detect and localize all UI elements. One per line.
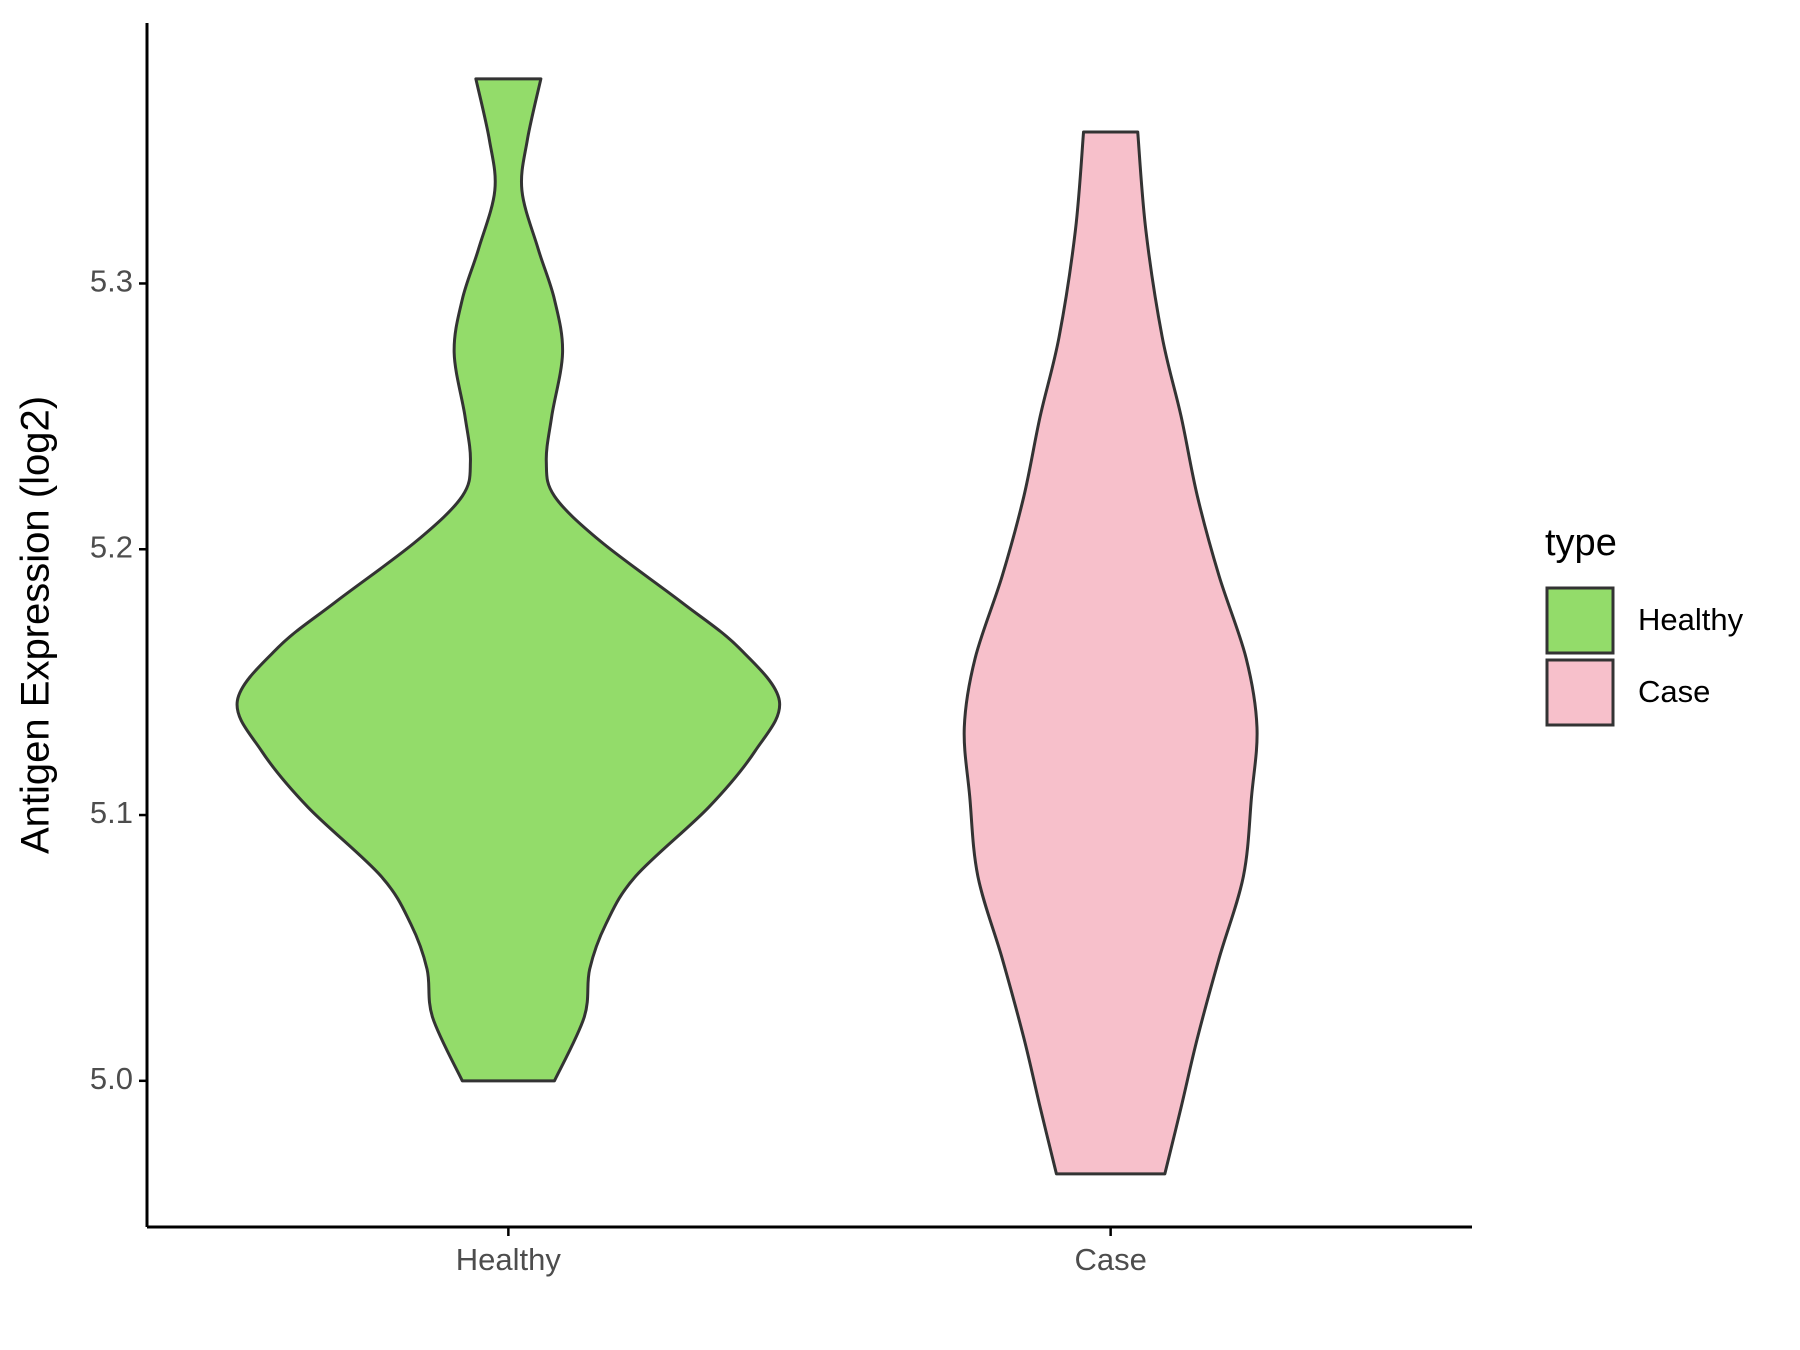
legend-label: Case [1638,674,1710,709]
x-tick-label: Healthy [456,1242,562,1277]
violin [235,77,782,1083]
y-axis-label: Antigen Expression (log2) [14,396,58,854]
x-tick-label: Case [1074,1242,1146,1277]
legend-label: Healthy [1638,602,1744,637]
y-tick-label: 5.0 [90,1061,133,1096]
legend-key [1545,658,1615,727]
y-tick-label: 5.3 [90,264,133,299]
y-tick-label: 5.1 [90,795,133,830]
y-tick-label: 5.2 [90,529,133,564]
legend-title: type [1545,522,1617,564]
violin [962,130,1259,1176]
legend-key [1545,586,1615,655]
